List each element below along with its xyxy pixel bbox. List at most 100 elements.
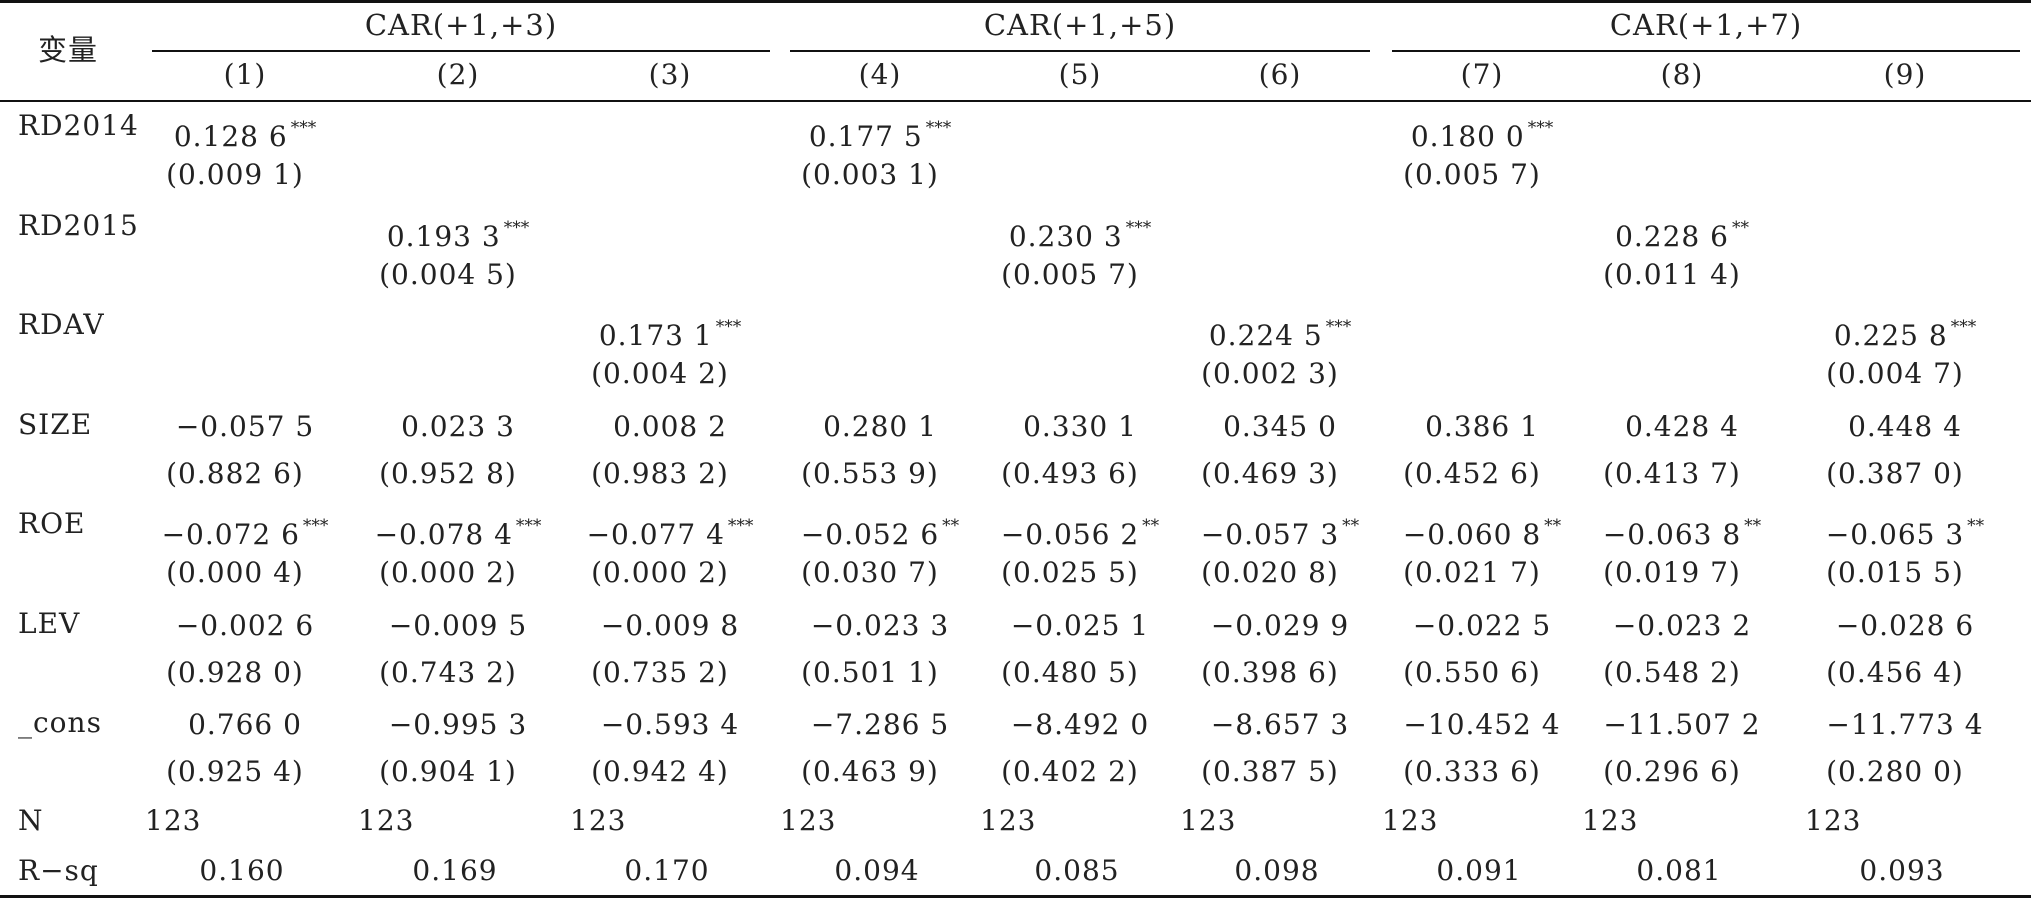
- coef-cell: 0.330 1: [1023, 410, 1137, 443]
- coef-cell: 0.008 2: [613, 409, 727, 443]
- pvalue-cell: (0.004 7): [1826, 357, 1964, 390]
- pvalue-cell: (0.021 7): [1403, 556, 1541, 589]
- row-label: RDAV: [18, 308, 105, 341]
- rsq-cell: 0.081: [1636, 854, 1722, 887]
- pvalue-cell: (0.735 2): [591, 655, 729, 689]
- column-number: (2): [436, 58, 480, 91]
- coef-cell: −7.286 5: [811, 709, 949, 741]
- coef-value: −0.072 6: [161, 518, 300, 551]
- coef-cell: 0.023 3: [401, 410, 515, 443]
- coef-value: −0.060 8: [1402, 518, 1542, 551]
- coef-value: −0.022 5: [1412, 608, 1552, 642]
- coef-value: −0.077 4: [586, 518, 725, 551]
- pvalue-cell: (0.005 7): [1001, 257, 1139, 291]
- pvalue-cell: (0.000 4): [166, 556, 304, 589]
- coef-value: −0.028 6: [1835, 608, 1975, 642]
- column-number: (4): [858, 58, 902, 91]
- significance-stars: ***: [1527, 118, 1554, 138]
- pvalue-cell: (0.463 9): [801, 755, 939, 788]
- coef-value: −0.593 4: [600, 708, 740, 741]
- pvalue-cell: (0.011 4): [1603, 257, 1741, 291]
- row-label: N: [18, 804, 44, 837]
- coef-cell: −0.025 1: [1011, 609, 1149, 642]
- coef-value: −0.009 5: [388, 608, 528, 642]
- coef-value: −8.657 3: [1210, 708, 1350, 741]
- significance-stars: ***: [925, 118, 952, 138]
- pvalue-cell: (0.413 7): [1603, 456, 1741, 490]
- pvalue-cell: (0.015 5): [1826, 556, 1964, 589]
- significance-stars: ***: [727, 516, 754, 536]
- significance-stars: ***: [290, 118, 317, 138]
- pvalue-cell: (0.000 2): [379, 556, 517, 589]
- pvalue-cell: (0.480 5): [1001, 655, 1139, 689]
- significance-stars: ***: [715, 317, 742, 337]
- group-header: CAR(+1,+3): [364, 8, 558, 42]
- coef-cell: −0.023 3: [811, 609, 949, 642]
- pvalue-cell: (0.904 1): [379, 755, 517, 788]
- coef-value: −0.009 8: [600, 608, 740, 642]
- pvalue-cell: (0.004 2): [591, 357, 729, 390]
- coef-value: 0.230 3: [1008, 219, 1123, 253]
- coef-value: 0.280 1: [823, 409, 937, 443]
- pvalue-cell: (0.402 2): [1001, 755, 1139, 788]
- rsq-cell: 0.085: [1034, 854, 1120, 887]
- column-number: (8): [1660, 58, 1704, 91]
- significance-stars: **: [1342, 516, 1360, 536]
- coef-cell: 0.228 6 **: [1615, 212, 1749, 253]
- coef-value: −0.057 5: [175, 409, 315, 443]
- n-cell: 123: [1805, 804, 1862, 837]
- coef-cell: 0.180 0 ***: [1411, 112, 1553, 153]
- top-rule: [0, 0, 2031, 3]
- pvalue-cell: (0.398 6): [1201, 655, 1339, 689]
- coef-value: −8.492 0: [1010, 708, 1150, 741]
- coef-cell: 0.177 5 ***: [809, 112, 951, 153]
- column-number: (3): [648, 58, 692, 91]
- coef-value: −0.078 4: [374, 518, 513, 551]
- rsq-cell: 0.160: [199, 854, 285, 887]
- coef-value: −11.507 2: [1603, 708, 1761, 741]
- coef-value: 0.173 1: [598, 319, 713, 352]
- pvalue-cell: (0.000 2): [591, 556, 729, 589]
- pvalue-cell: (0.743 2): [379, 655, 517, 689]
- coef-cell: −0.063 8 **: [1603, 510, 1761, 551]
- header-bottom-rule: [0, 100, 2031, 102]
- significance-stars: ***: [302, 516, 329, 536]
- pvalue-cell: (0.019 7): [1603, 556, 1741, 589]
- coef-value: 0.177 5: [808, 120, 923, 153]
- pvalue-cell: (0.387 0): [1826, 456, 1964, 490]
- coef-value: 0.448 4: [1848, 409, 1962, 443]
- group-header: CAR(+1,+7): [1609, 8, 1803, 42]
- n-cell: 123: [980, 804, 1037, 837]
- coef-value: 0.766 0: [188, 708, 302, 741]
- coef-cell: −0.057 3 **: [1201, 510, 1359, 551]
- n-cell: 123: [780, 804, 837, 837]
- pvalue-cell: (0.501 1): [801, 655, 939, 689]
- column-number: (6): [1258, 58, 1302, 91]
- coef-value: 0.128 6: [173, 120, 288, 153]
- pvalue-cell: (0.004 5): [379, 257, 517, 291]
- significance-stars: ***: [1950, 317, 1977, 337]
- significance-stars: ***: [1125, 217, 1152, 238]
- row-label: LEV: [18, 606, 81, 640]
- rsq-cell: 0.091: [1436, 854, 1522, 887]
- pvalue-cell: (0.925 4): [166, 755, 304, 788]
- coef-cell: 0.225 8 ***: [1834, 311, 1976, 352]
- pvalue-cell: (0.280 0): [1826, 755, 1964, 788]
- coef-value: −0.052 6: [800, 518, 940, 551]
- coef-value: 0.193 3: [386, 219, 501, 253]
- row-label: SIZE: [18, 407, 93, 441]
- coef-value: −0.029 9: [1210, 608, 1350, 642]
- coef-cell: −0.056 2 **: [1001, 510, 1159, 551]
- rsq-cell: 0.098: [1234, 854, 1320, 887]
- pvalue-cell: (0.952 8): [379, 456, 517, 490]
- coef-value: 0.008 2: [613, 409, 727, 443]
- coef-cell: −8.492 0: [1011, 709, 1149, 741]
- coef-cell: −0.072 6 ***: [162, 510, 329, 551]
- coef-cell: −0.009 8: [600, 608, 740, 642]
- coef-cell: −0.077 4 ***: [587, 510, 754, 551]
- coef-cell: 0.428 4: [1625, 410, 1739, 443]
- coef-value: 0.225 8: [1833, 319, 1948, 352]
- pvalue-cell: (0.553 9): [801, 456, 939, 490]
- coef-cell: −0.593 4: [601, 709, 739, 741]
- coef-cell: −0.060 8 **: [1403, 510, 1561, 551]
